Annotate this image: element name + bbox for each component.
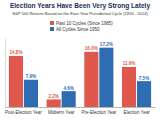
y-axis-line xyxy=(5,39,6,108)
x-axis-line xyxy=(6,107,156,108)
x-tick-label: Pre-Election Year xyxy=(81,110,116,115)
x-axis: Post-Election Year Midterm Year Pre-Electi… xyxy=(5,107,155,115)
bar xyxy=(137,81,151,107)
data-label: 11.6% xyxy=(123,61,136,66)
x-tick: Post-Election Year xyxy=(5,107,42,115)
x-tick: Pre-Election Year xyxy=(81,107,116,115)
bar xyxy=(84,52,98,107)
data-label: 4.6% xyxy=(63,86,73,91)
title: Election Years Have Been Very Strong Lat… xyxy=(10,2,151,10)
x-tick-label: Election Year xyxy=(123,110,150,115)
data-labels: 14.8% 2.2% 16.0% 11.6% 7.9% 4.6% 17.2% 7.5% xyxy=(9,42,149,99)
x-tick-label: Midterm Year xyxy=(48,110,75,115)
data-label: 17.2% xyxy=(100,42,113,47)
x-tick-label: Post-Election Year xyxy=(5,110,42,115)
bars xyxy=(9,48,151,107)
data-label: 7.9% xyxy=(26,74,36,79)
legend: Past 10 Cycles (Since 1985)All Cycles Si… xyxy=(50,21,113,32)
subtitle: S&P 500 Returns Based on the Four-Year P… xyxy=(12,11,148,16)
bar xyxy=(62,91,76,107)
data-label: 16.0% xyxy=(85,46,98,51)
data-label: 7.5% xyxy=(139,76,149,81)
legend-swatch xyxy=(50,21,54,25)
y-axis xyxy=(5,39,6,108)
bar xyxy=(24,80,38,107)
x-tick: Midterm Year xyxy=(48,107,75,115)
bar xyxy=(99,48,113,107)
bar xyxy=(9,56,23,107)
bar xyxy=(122,67,136,107)
legend-label: Past 10 Cycles (Since 1985) xyxy=(56,21,113,26)
data-label: 14.8% xyxy=(9,50,22,55)
chart: Election Years Have Been Very Strong Lat… xyxy=(0,0,160,120)
bar xyxy=(47,99,61,107)
legend-label: All Cycles Since 1950 xyxy=(56,27,100,32)
x-tick: Election Year xyxy=(123,107,150,115)
legend-swatch xyxy=(50,27,54,31)
data-label: 2.2% xyxy=(48,94,58,99)
